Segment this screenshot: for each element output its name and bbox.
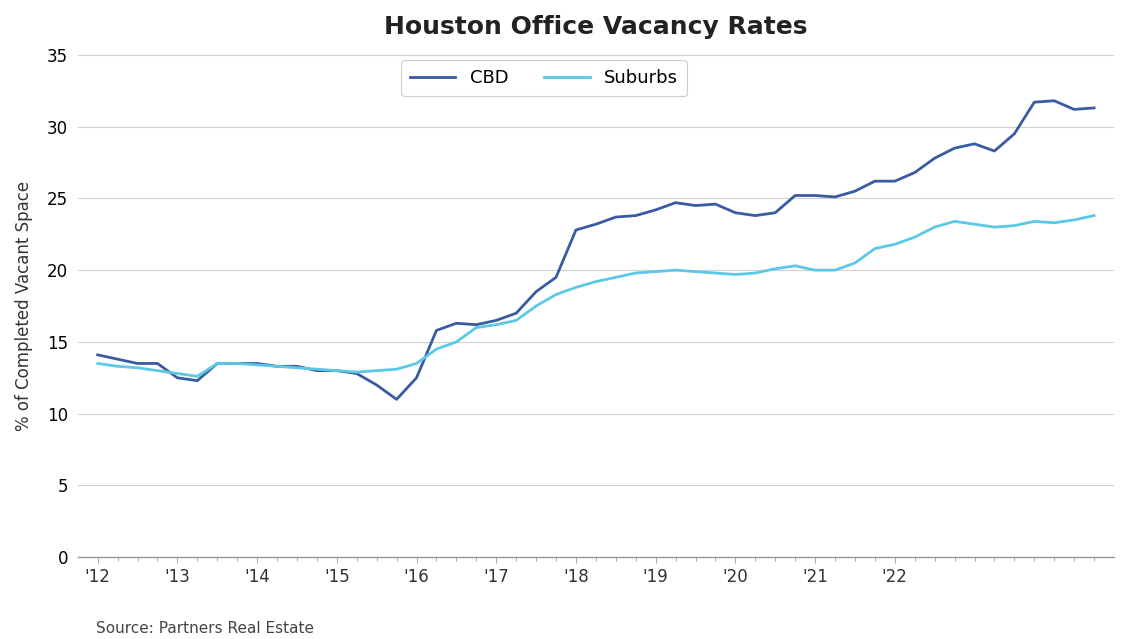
CBD: [1067, 105, 1080, 113]
Text: Source: Partners Real Estate: Source: Partners Real Estate: [96, 620, 314, 636]
CBD: [310, 367, 324, 374]
CBD: [390, 396, 403, 403]
Suburbs: [410, 360, 423, 367]
CBD: [1048, 97, 1061, 105]
CBD: [1087, 104, 1101, 112]
Suburbs: [829, 266, 842, 274]
Line: CBD: CBD: [98, 101, 1094, 399]
Legend: CBD, Suburbs: CBD, Suburbs: [401, 60, 688, 96]
CBD: [91, 351, 105, 358]
Line: Suburbs: Suburbs: [98, 215, 1094, 376]
Suburbs: [91, 360, 105, 367]
Y-axis label: % of Completed Vacant Space: % of Completed Vacant Space: [15, 181, 33, 431]
Suburbs: [330, 367, 343, 374]
CBD: [430, 327, 444, 334]
Title: Houston Office Vacancy Rates: Houston Office Vacancy Rates: [384, 15, 807, 39]
Suburbs: [1087, 212, 1101, 219]
Suburbs: [1067, 216, 1080, 224]
Suburbs: [769, 265, 782, 273]
CBD: [410, 374, 423, 381]
Suburbs: [191, 373, 204, 380]
CBD: [829, 193, 842, 201]
Suburbs: [430, 345, 444, 353]
CBD: [769, 209, 782, 217]
